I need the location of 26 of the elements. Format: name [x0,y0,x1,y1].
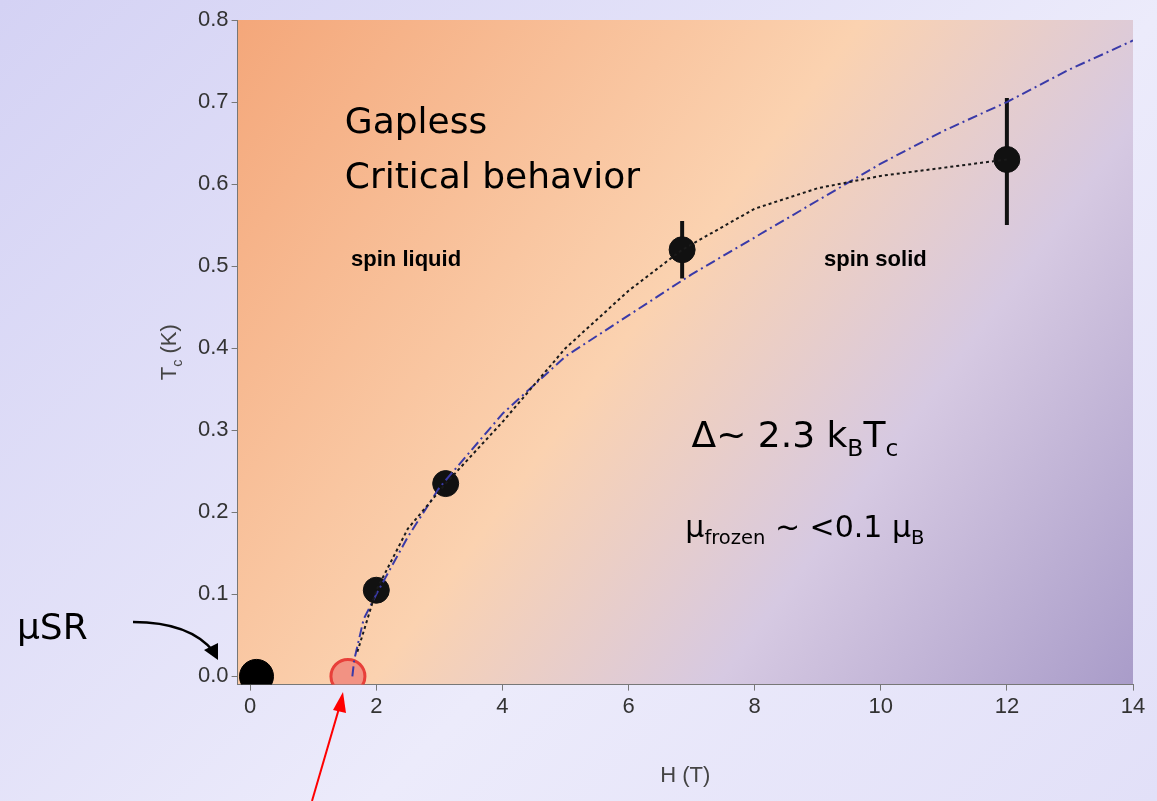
x-tick-label: 2 [370,692,383,718]
y-tick-label: 0.5 [197,252,229,278]
annotation: spin liquid [351,246,462,272]
annotation: Critical behavior [344,155,641,197]
y-tick-label: 0.4 [197,334,229,360]
y-tick-label: 0.2 [197,498,229,524]
annotation: Gapless [344,100,488,142]
x-tick-label: 14 [1120,692,1146,718]
y-tick-label: 0.8 [197,6,229,32]
x-tick-label: 4 [496,692,509,718]
y-tick-label: 0.3 [197,416,229,442]
y-axis-title: Tc (K) [156,324,185,381]
x-axis-title: H (T) [660,762,711,787]
y-tick-label: 0.7 [197,88,229,114]
point [993,145,1021,173]
y-tick-label: 0.0 [197,662,229,688]
x-tick-label: 8 [748,692,761,718]
x-tick-label: 10 [868,692,894,718]
y-tick-label: 0.1 [197,580,229,606]
annotation: spin solid [824,246,927,272]
x-tick-label: 6 [622,692,635,718]
point [668,236,696,264]
x-tick-label: 0 [244,692,257,718]
x-tick-label: 12 [994,692,1020,718]
text: μSR [16,606,88,648]
y-tick-label: 0.6 [197,170,229,196]
